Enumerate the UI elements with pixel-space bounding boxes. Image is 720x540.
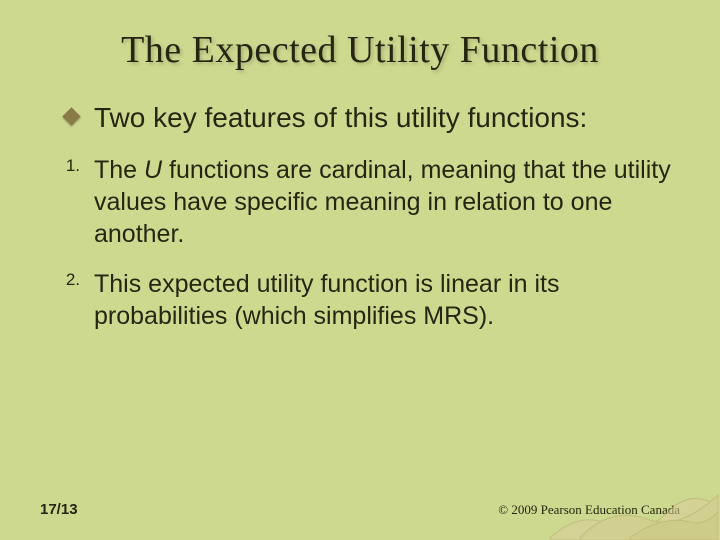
page-number: 17/13 xyxy=(40,501,78,518)
lead-row: Two key features of this utility functio… xyxy=(48,100,672,136)
slide-title: The Expected Utility Function xyxy=(0,0,720,72)
item-text: This expected utility function is linear… xyxy=(94,268,672,332)
diamond-bullet-icon xyxy=(62,107,80,125)
lead-bullet-col xyxy=(48,100,94,123)
list-item: 1. The U functions are cardinal, meaning… xyxy=(48,154,672,250)
item-marker: 2. xyxy=(48,268,94,290)
slide-body: Two key features of this utility functio… xyxy=(0,72,720,332)
lead-text: Two key features of this utility functio… xyxy=(94,100,672,136)
copyright-text: © 2009 Pearson Education Canada xyxy=(498,502,680,518)
item-text: The U functions are cardinal, meaning th… xyxy=(94,154,672,250)
item-marker: 1. xyxy=(48,154,94,176)
list-item: 2. This expected utility function is lin… xyxy=(48,268,672,332)
corner-decoration-icon xyxy=(540,450,720,540)
slide: The Expected Utility Function Two key fe… xyxy=(0,0,720,540)
